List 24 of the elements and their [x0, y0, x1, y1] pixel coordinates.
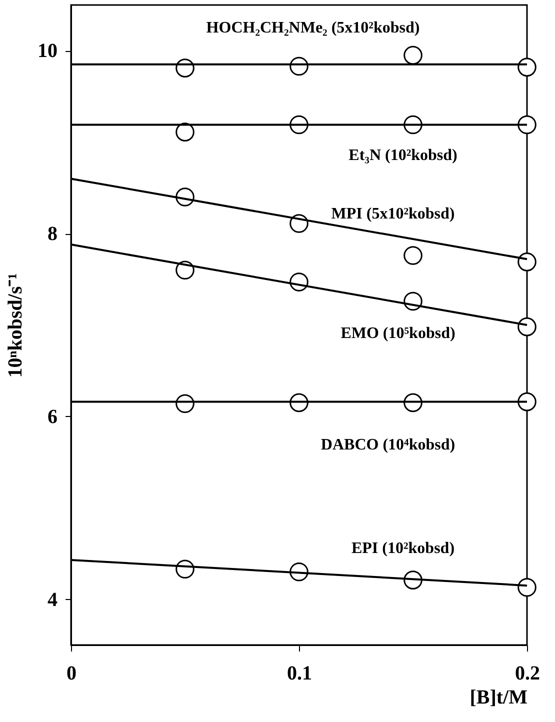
point — [176, 122, 194, 142]
x-axis-title: [B]t/M — [470, 686, 528, 708]
y-tick-label: 8 — [48, 223, 58, 246]
series-label: EPI (10²kobsd) — [351, 540, 455, 558]
series-label: MPI (5x10²kobsd) — [331, 206, 455, 223]
point — [404, 46, 422, 65]
x-tick-label: 0 — [66, 662, 76, 684]
point — [404, 246, 422, 265]
y-axis-title: 10ⁿkobsd/s⁻¹ — [4, 273, 26, 378]
series-label: HOCH₂CH₂NMe₂ (5x10²kobsd) — [206, 19, 420, 36]
point — [518, 252, 536, 272]
y-tick-label: 4 — [48, 588, 58, 611]
series-label: EMO (10⁵kobsd) — [340, 325, 456, 342]
point — [518, 392, 536, 412]
point — [518, 317, 536, 336]
series-label: DABCO (10⁴kobsd) — [320, 436, 456, 454]
x-tick-label: 0.2 — [515, 662, 540, 684]
point — [518, 115, 536, 134]
point — [518, 578, 536, 597]
x-tick-label: 0.1 — [287, 662, 312, 684]
point — [518, 58, 536, 77]
series-label: Et₃N (10²kobsd) — [348, 146, 458, 164]
y-tick-label: 6 — [48, 406, 58, 428]
y-tick-label: 10 — [38, 40, 58, 62]
